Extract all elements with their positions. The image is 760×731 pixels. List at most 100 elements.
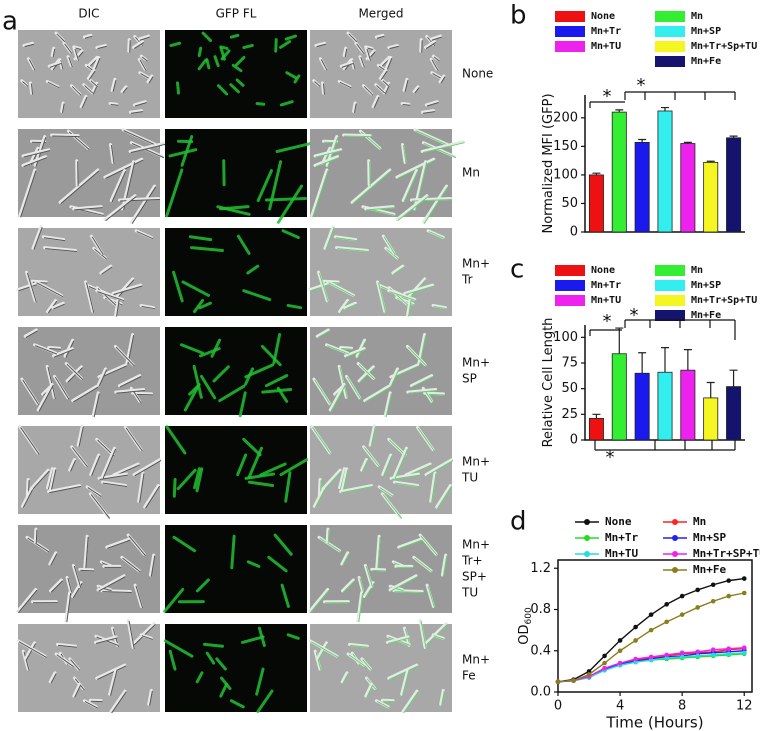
cell-edge bbox=[441, 690, 445, 706]
cell-edge bbox=[84, 85, 93, 94]
cell-edge bbox=[131, 186, 157, 224]
cell bbox=[409, 374, 434, 388]
cell-edge bbox=[365, 386, 391, 403]
cell-edge bbox=[87, 487, 102, 497]
cell bbox=[108, 667, 118, 696]
cell-edge bbox=[402, 103, 411, 106]
cell-edge bbox=[107, 539, 131, 549]
significance-bracket bbox=[624, 319, 736, 340]
cell-edge bbox=[433, 56, 440, 62]
y-axis-label-sub: 600 bbox=[524, 607, 534, 624]
cell-edge bbox=[389, 291, 417, 302]
cell bbox=[50, 133, 80, 138]
cell bbox=[163, 587, 185, 613]
cell-edge bbox=[81, 96, 88, 109]
cell bbox=[126, 618, 135, 650]
legend-label: Mn+TU bbox=[605, 547, 638, 560]
cell bbox=[387, 663, 419, 680]
cell bbox=[48, 671, 57, 684]
cell bbox=[429, 34, 443, 41]
significance-bracket bbox=[624, 91, 736, 100]
cell-edge bbox=[111, 171, 126, 202]
micrograph-background bbox=[165, 228, 307, 316]
row-label: Mn+ bbox=[462, 455, 490, 469]
cell bbox=[72, 46, 79, 61]
cell bbox=[51, 301, 65, 310]
cell bbox=[195, 578, 210, 593]
cell-edge bbox=[317, 643, 328, 661]
cell-edge bbox=[139, 36, 151, 41]
data-point bbox=[741, 650, 747, 656]
error-bar bbox=[615, 327, 624, 354]
micrograph-background bbox=[18, 327, 160, 415]
row-label: SP bbox=[462, 372, 477, 386]
cell bbox=[357, 365, 375, 383]
cell-edge bbox=[319, 537, 342, 553]
legend-swatch bbox=[655, 295, 685, 306]
data-point bbox=[664, 652, 669, 658]
cell bbox=[406, 388, 438, 394]
cell-edge bbox=[80, 569, 95, 572]
cell-edge bbox=[359, 577, 364, 593]
cell bbox=[176, 468, 197, 491]
cell bbox=[190, 246, 224, 253]
cell bbox=[195, 671, 204, 684]
y-tick-label: 100 bbox=[553, 167, 578, 182]
cell bbox=[78, 567, 95, 572]
cell-edge bbox=[52, 135, 80, 138]
micrograph bbox=[308, 618, 452, 714]
cell-edge bbox=[433, 305, 448, 310]
cell bbox=[148, 553, 156, 577]
cell bbox=[97, 367, 108, 386]
cell bbox=[342, 133, 372, 138]
row-label: Fe bbox=[462, 669, 476, 683]
cell bbox=[48, 578, 63, 593]
cell-edge bbox=[402, 669, 410, 696]
micrograph bbox=[18, 424, 162, 519]
cell bbox=[340, 578, 355, 593]
micrograph-background bbox=[310, 327, 452, 415]
cell bbox=[247, 480, 275, 487]
cell-edge bbox=[312, 427, 332, 455]
cell-edge bbox=[426, 42, 437, 49]
cell bbox=[412, 85, 420, 94]
error-bar bbox=[638, 138, 647, 143]
legend-label: None bbox=[605, 515, 632, 528]
error-bar bbox=[615, 109, 624, 113]
data-point bbox=[710, 598, 716, 604]
y-axis-label-text: OD bbox=[517, 624, 532, 644]
cell bbox=[406, 296, 412, 317]
cell bbox=[114, 388, 146, 394]
legend-label: Mn+TU bbox=[591, 41, 621, 52]
axis-line bbox=[557, 559, 753, 693]
cell bbox=[201, 31, 213, 43]
row-label: TU bbox=[461, 586, 478, 600]
cell bbox=[83, 534, 89, 570]
significance-bracket bbox=[594, 440, 736, 451]
y-axis-label-text: Relative Cell Length bbox=[541, 318, 556, 448]
cell-edge bbox=[342, 469, 349, 493]
bar bbox=[657, 110, 673, 233]
cell bbox=[358, 55, 365, 68]
micrograph bbox=[308, 225, 452, 317]
data-point bbox=[617, 648, 623, 654]
cell-edge bbox=[27, 272, 37, 303]
legend-swatch bbox=[655, 26, 685, 37]
cell-edge bbox=[346, 376, 362, 400]
cell-edge bbox=[325, 227, 335, 250]
cell bbox=[129, 141, 165, 159]
cell-edge bbox=[330, 385, 346, 412]
cell-edge bbox=[366, 47, 374, 50]
cell bbox=[246, 560, 261, 568]
micrograph bbox=[16, 225, 160, 317]
cell bbox=[132, 458, 162, 477]
cell bbox=[203, 642, 224, 648]
bar bbox=[588, 418, 604, 441]
cell-edge bbox=[102, 448, 117, 479]
cell-edge bbox=[22, 379, 40, 406]
legend-label: None bbox=[591, 11, 615, 22]
cell bbox=[117, 374, 142, 388]
cell-edge bbox=[373, 96, 380, 109]
error-bar bbox=[706, 381, 715, 398]
cell bbox=[340, 467, 349, 493]
